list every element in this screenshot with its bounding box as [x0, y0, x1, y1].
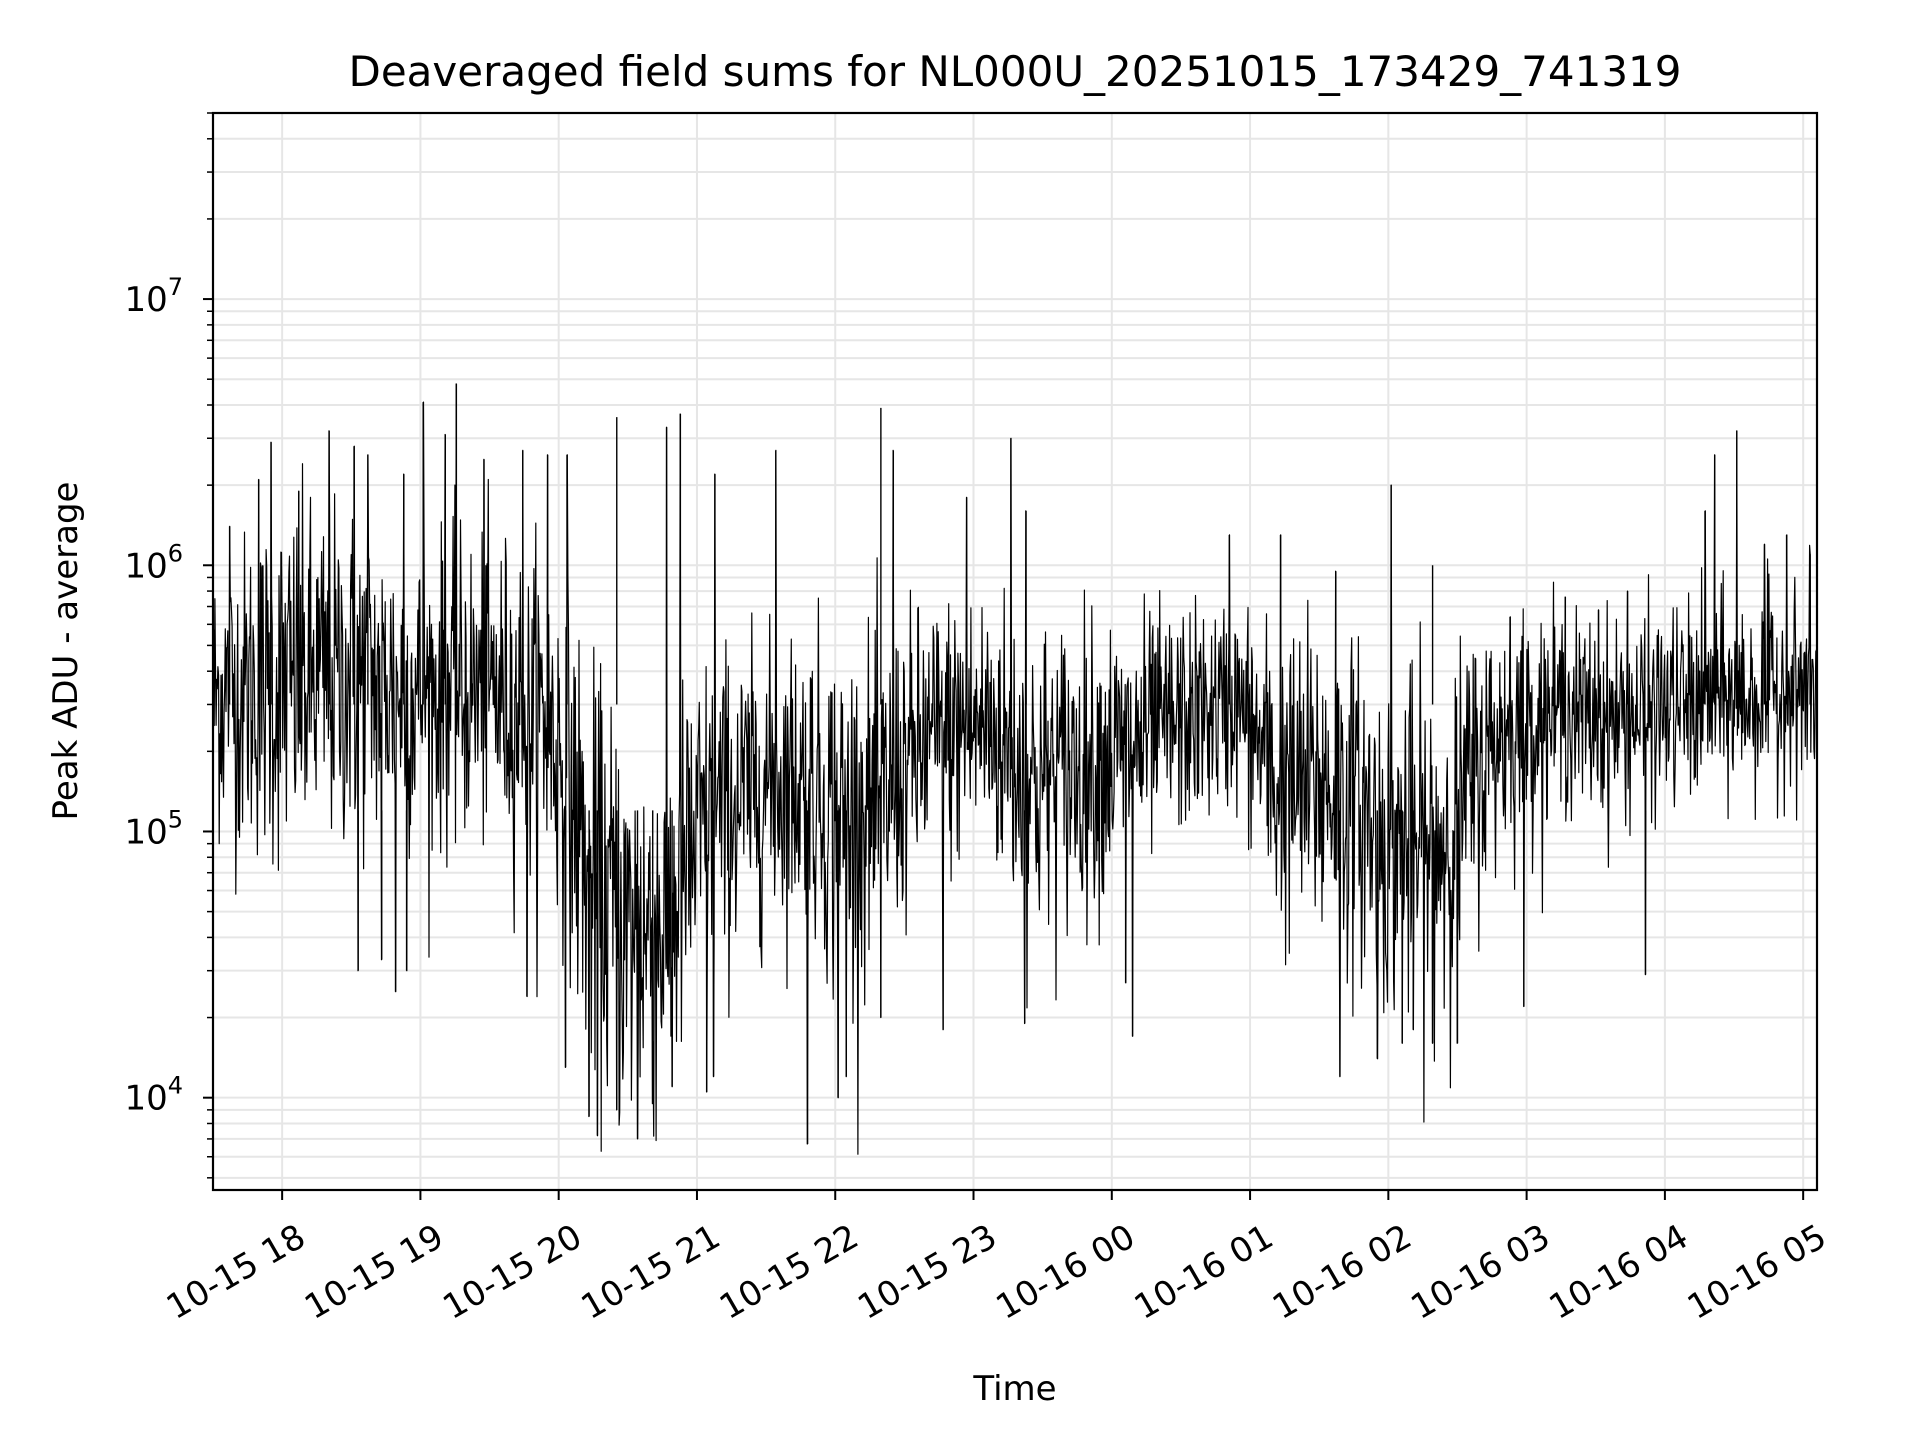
- y-tick-base: 10: [124, 812, 167, 852]
- series-path: [212, 383, 1818, 1155]
- plot-frame: [211, 111, 1819, 1192]
- y-tick-label: 105: [124, 805, 183, 852]
- grid-lines: [213, 112, 1817, 1190]
- y-tick-exponent: 7: [168, 273, 183, 301]
- y-axis-label: Peak ADU - average: [46, 482, 86, 821]
- y-tick-base: 10: [124, 546, 167, 586]
- series-line: [212, 383, 1818, 1155]
- chart-title: Deaveraged field sums for NL000U_2025101…: [348, 47, 1681, 96]
- y-tick-exponent: 4: [168, 1072, 183, 1100]
- x-axis-label: Time: [972, 1369, 1056, 1409]
- y-tick-exponent: 6: [168, 539, 183, 567]
- y-tick-base: 10: [124, 1079, 167, 1119]
- y-tick-label: 106: [124, 539, 183, 586]
- y-tick-label: 104: [124, 1072, 183, 1119]
- y-tick-exponent: 5: [168, 805, 183, 833]
- y-tick-label: 107: [124, 273, 183, 320]
- y-tick-base: 10: [124, 280, 167, 320]
